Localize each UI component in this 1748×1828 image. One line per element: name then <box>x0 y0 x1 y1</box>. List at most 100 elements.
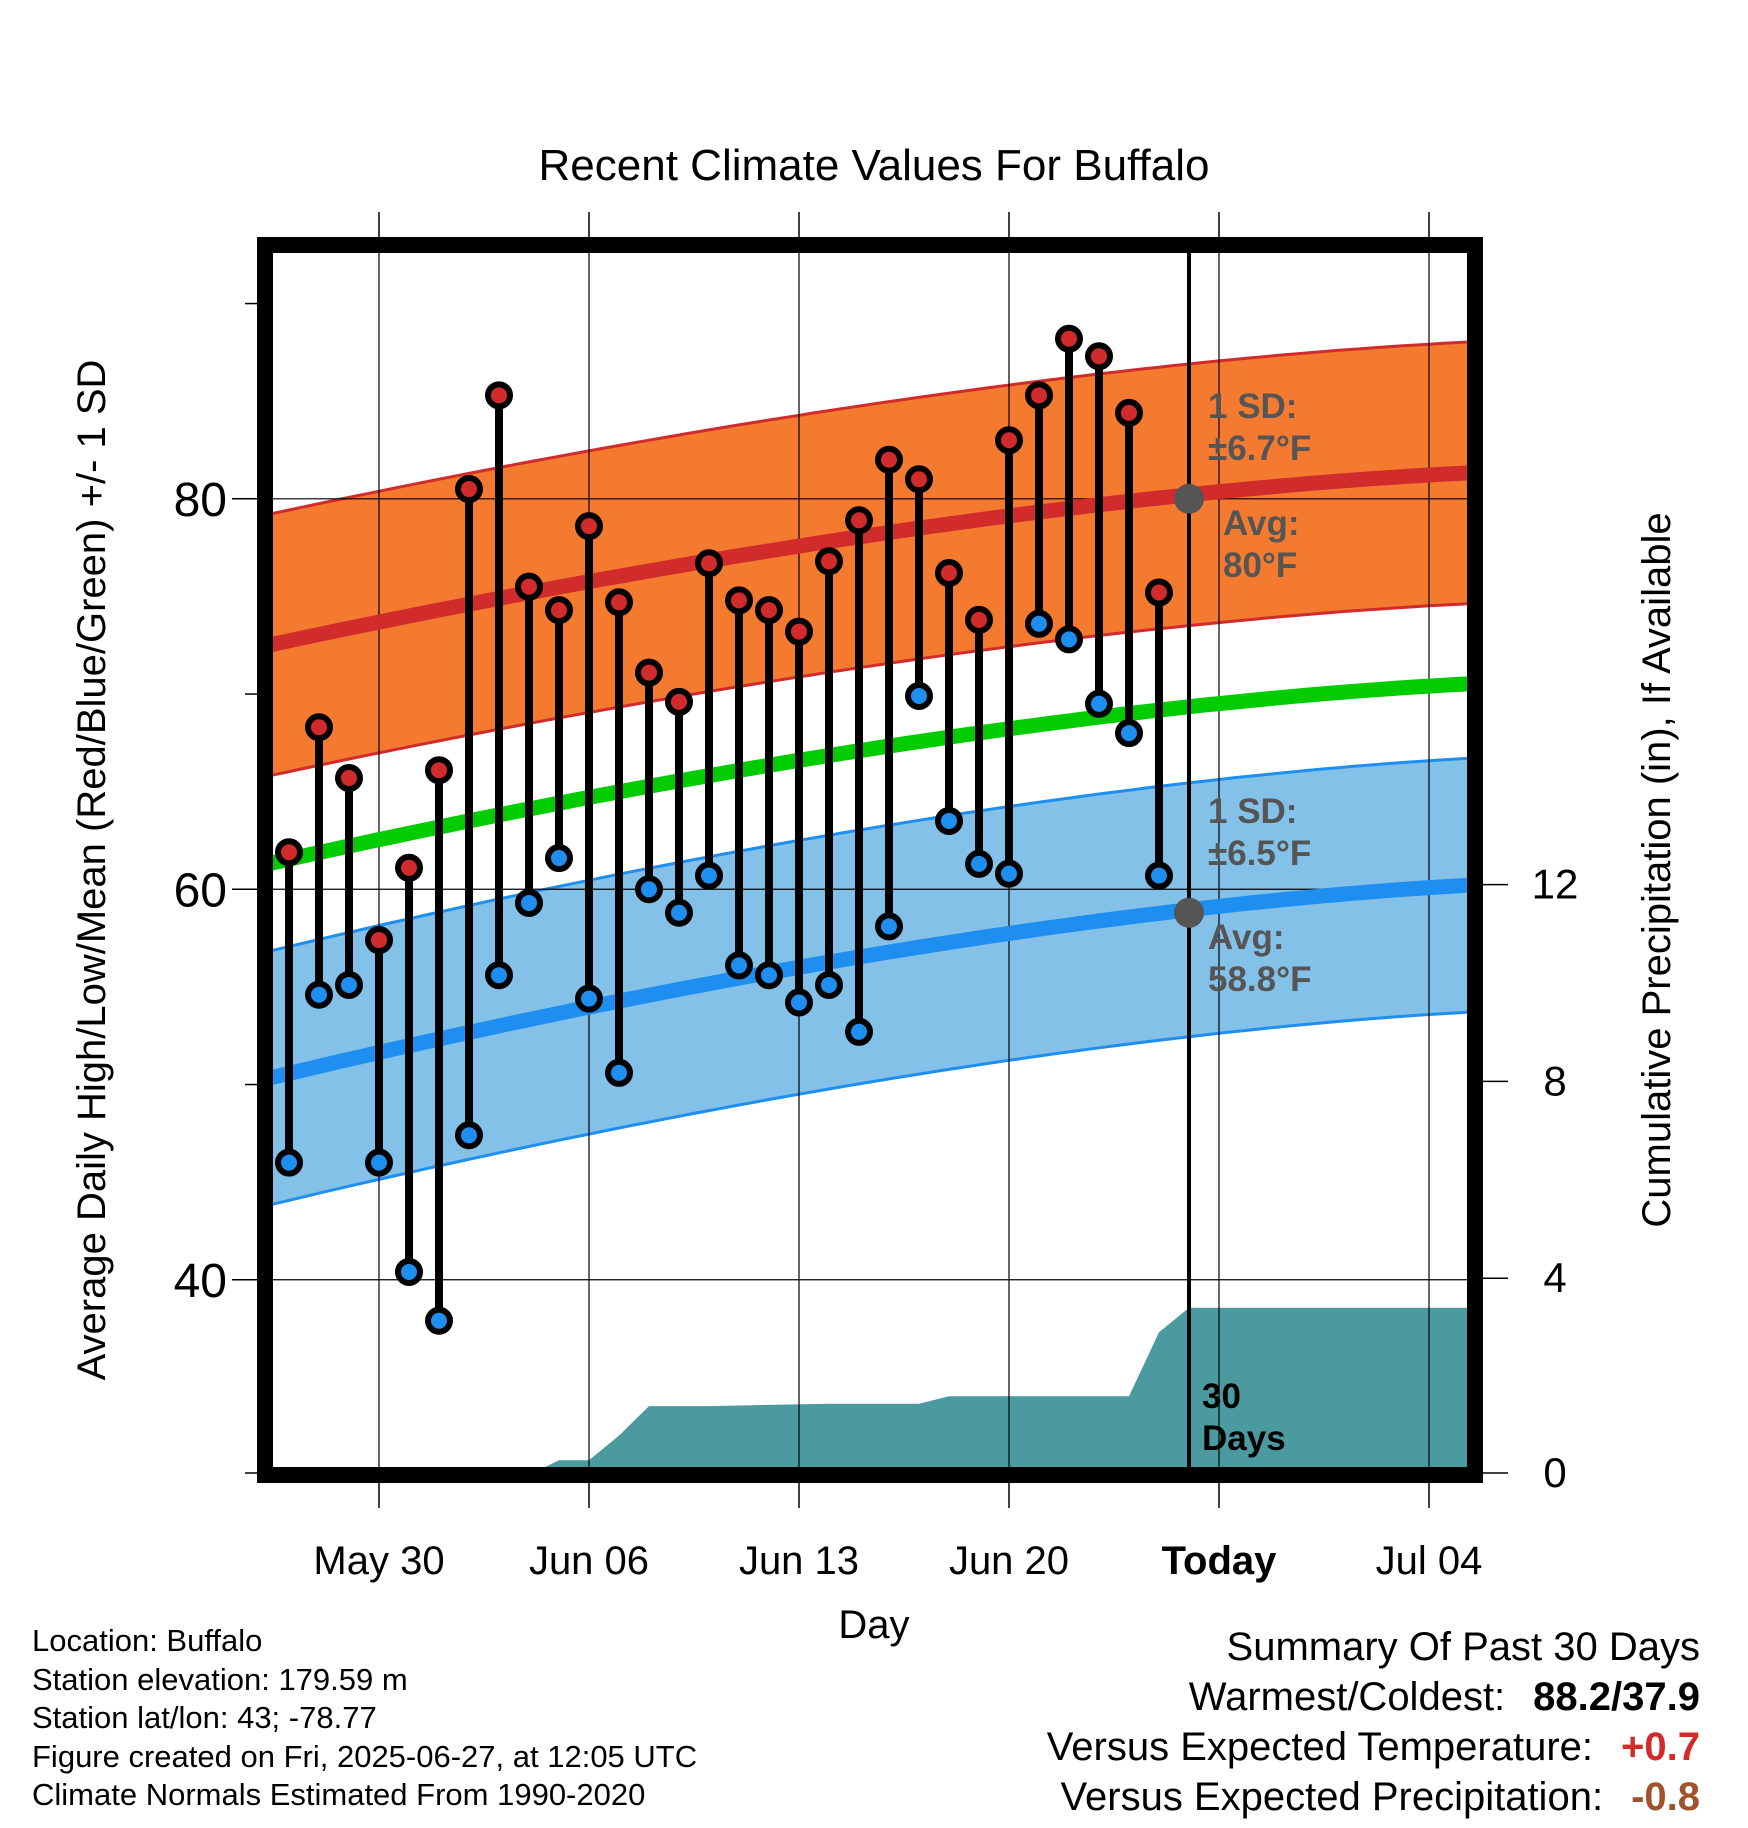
daily-low-point <box>1115 719 1143 748</box>
daily-high-point <box>395 853 423 882</box>
today-avg-high-marker <box>1174 483 1204 514</box>
x-tick-label: Jun 20 <box>949 1539 1069 1583</box>
summary-panel: Summary Of Past 30 Days Warmest/Coldest:… <box>1047 1622 1700 1822</box>
low-avg-annotation-line: 58.8°F <box>1208 960 1312 999</box>
daily-high-point <box>635 658 663 687</box>
daily-high-point <box>1055 324 1083 353</box>
daily-low-point <box>1055 625 1083 654</box>
daily-low-point <box>455 1121 483 1150</box>
daily-high-point <box>545 596 573 625</box>
daily-high-point <box>815 547 843 576</box>
y-left-tick-label: 80 <box>174 474 227 527</box>
daily-high-point <box>995 426 1023 455</box>
daily-high-point <box>845 506 873 535</box>
x-tick-label: Jul 04 <box>1376 1539 1483 1583</box>
high-sd-annotation-line: 1 SD: <box>1208 387 1297 426</box>
daily-low-point <box>935 806 963 835</box>
daily-high-point <box>785 617 813 646</box>
y-right-tick-label: 4 <box>1543 1254 1566 1301</box>
high-sd-upper-edge <box>265 340 1475 517</box>
y-left-tick-label: 40 <box>174 1255 227 1308</box>
warmest-label: Warmest/Coldest: <box>1188 1675 1506 1719</box>
daily-low-point <box>305 980 333 1009</box>
info-created: Figure created on Fri, 2025-06-27, at 12… <box>32 1738 698 1774</box>
low-sd-band <box>265 757 1475 1207</box>
daily-low-point <box>545 844 573 873</box>
x-axis-label: Day <box>838 1603 909 1647</box>
daily-low-point <box>1085 689 1113 718</box>
daily-low-point <box>845 1017 873 1046</box>
daily-low-point <box>905 682 933 710</box>
x-tick-label: May 30 <box>313 1539 444 1583</box>
y-left-tick-label: 60 <box>174 864 227 917</box>
summary-warmest-row: Warmest/Coldest: 88.2/37.9 <box>1047 1672 1700 1722</box>
daily-high-point <box>335 764 363 792</box>
daily-high-point <box>575 512 603 541</box>
daily-low-point <box>725 951 753 980</box>
warmest-value: 88.2/37.9 <box>1533 1675 1700 1719</box>
daily-low-point <box>695 861 723 890</box>
daily-low-point <box>1025 609 1053 638</box>
low-sd-annotation-line: ±6.5°F <box>1208 834 1311 873</box>
y-right-tick-label: 8 <box>1543 1057 1566 1104</box>
daily-low-point <box>425 1306 453 1335</box>
low-sd-lower-edge <box>265 1010 1475 1208</box>
daily-high-point <box>875 445 903 474</box>
daily-high-point <box>305 713 333 742</box>
daily-high-point <box>965 605 993 634</box>
precip-anomaly-value: -0.8 <box>1631 1775 1700 1819</box>
info-latlon: Station lat/lon: 43; -78.77 <box>32 1700 377 1735</box>
daily-high-point <box>1115 398 1143 427</box>
daily-high-point <box>1085 342 1113 371</box>
temp-anomaly-value: +0.7 <box>1621 1725 1700 1769</box>
daily-high-point <box>275 838 303 867</box>
station-info: Location: Buffalo Station elevation: 179… <box>32 1622 697 1815</box>
info-location: Location: Buffalo <box>32 1623 263 1658</box>
low-sd-upper-edge <box>265 756 1475 954</box>
daily-high-point <box>665 687 693 716</box>
daily-low-point <box>755 961 783 990</box>
plot-frame <box>257 237 1483 1483</box>
daily-low-point <box>365 1148 393 1177</box>
avg-mean-line <box>265 676 1475 873</box>
daily-low-point <box>1145 861 1173 890</box>
low-sd-annotation-line: 1 SD: <box>1208 792 1297 831</box>
daily-high-point <box>725 586 753 615</box>
daily-low-point <box>335 970 363 999</box>
daily-high-point <box>365 926 393 955</box>
y-right-tick-label: 12 <box>1532 861 1579 908</box>
daily-high-point <box>455 475 483 504</box>
daily-high-point <box>1145 578 1173 607</box>
info-normals: Climate Normals Estimated From 1990-2020 <box>32 1777 646 1812</box>
x-tick-label: Jun 06 <box>529 1539 649 1583</box>
daily-low-point <box>275 1148 303 1177</box>
today-avg-low-marker <box>1174 897 1204 928</box>
summary-temp-row: Versus Expected Temperature: +0.7 <box>1047 1722 1700 1772</box>
daily-high-point <box>515 572 543 601</box>
y-left-axis-label: Average Daily High/Low/Mean (Red/Blue/Gr… <box>70 360 114 1381</box>
high-avg-annotation-line: Avg: <box>1223 504 1299 543</box>
daily-low-point <box>875 912 903 941</box>
daily-high-point <box>905 465 933 494</box>
temp-anomaly-label: Versus Expected Temperature: <box>1046 1725 1594 1769</box>
info-elevation: Station elevation: 179.59 m <box>32 1661 408 1697</box>
daily-high-point <box>935 559 963 587</box>
daily-low-point <box>665 898 693 927</box>
summary-precip-row: Versus Expected Precipitation: -0.8 <box>1047 1772 1700 1822</box>
daily-low-point <box>485 961 513 990</box>
daily-high-point <box>485 381 513 410</box>
daily-low-point <box>515 888 543 917</box>
avg-low-line <box>265 877 1475 1087</box>
daily-high-point <box>695 549 723 578</box>
daily-low-point <box>815 970 843 999</box>
high-sd-annotation-line: ±6.7°F <box>1208 429 1311 468</box>
daily-high-point <box>425 756 453 785</box>
daily-low-point <box>785 988 813 1017</box>
plot-clipped-layer <box>265 245 1475 1475</box>
y-right-tick-label: 0 <box>1543 1449 1566 1496</box>
precip-anomaly-label: Versus Expected Precipitation: <box>1060 1775 1604 1819</box>
precip-area <box>529 1307 1475 1475</box>
daily-low-point <box>395 1257 423 1286</box>
